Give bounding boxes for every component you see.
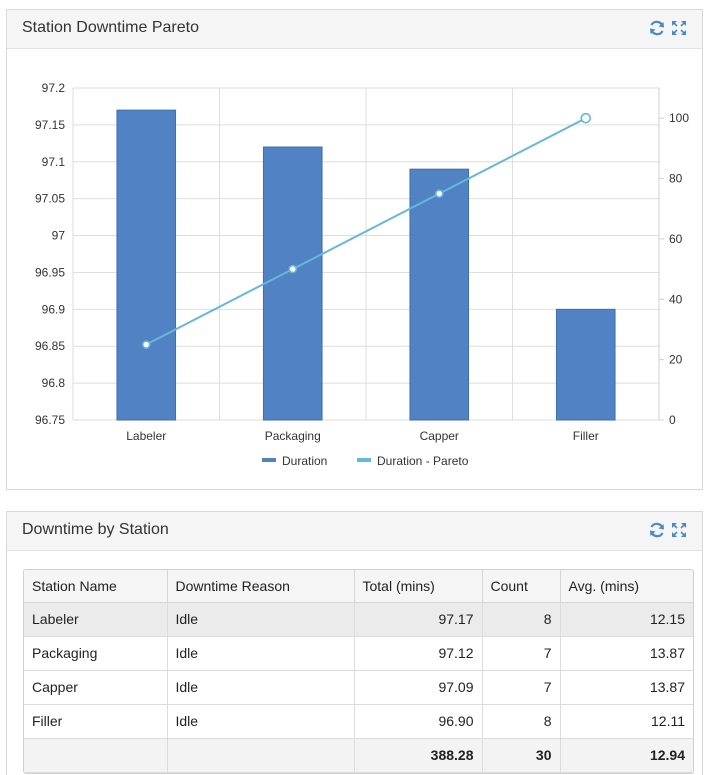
total-cell	[167, 738, 355, 773]
refresh-icon[interactable]	[648, 19, 666, 37]
table-cell: 97.12	[354, 636, 483, 671]
table-header-row: Station Name Downtime Reason Total (mins…	[24, 570, 693, 603]
downtime-table: Station Name Downtime Reason Total (mins…	[23, 569, 694, 774]
y-left-tick-label: 97.15	[35, 118, 65, 132]
table-row[interactable]: Capper Idle 97.09 7 13.87	[24, 670, 693, 705]
pareto-point[interactable]	[141, 340, 151, 349]
table-cell: 7	[482, 636, 561, 671]
table-row[interactable]: Filler Idle 96.90 8 12.11	[24, 704, 693, 739]
y-left-tick-label: 96.75	[35, 413, 65, 427]
y-right-tick-label: 40	[669, 292, 683, 306]
bar[interactable]	[262, 146, 323, 421]
bar[interactable]	[555, 308, 616, 421]
total-cell: 30	[482, 738, 561, 773]
table-cell: Idle	[167, 636, 355, 671]
y-left-tick-label: 96.95	[35, 265, 65, 279]
legend-swatch[interactable]	[262, 458, 276, 462]
table-panel-header: Downtime by Station	[7, 512, 702, 551]
bar[interactable]	[116, 109, 177, 421]
column-header[interactable]: Count	[482, 570, 561, 603]
column-header[interactable]: Station Name	[24, 570, 168, 603]
y-right-tick-label: 20	[669, 353, 683, 367]
column-header[interactable]: Downtime Reason	[167, 570, 355, 603]
pareto-line	[145, 117, 587, 346]
chart-panel-title: Station Downtime Pareto	[22, 19, 199, 36]
expand-icon[interactable]	[670, 19, 688, 37]
table-row[interactable]: Labeler Idle 97.17 8 12.15	[24, 602, 693, 637]
y-left-tick-label: 96.85	[35, 339, 65, 353]
table-cell: 13.87	[560, 670, 693, 705]
table-cell: Filler	[24, 704, 168, 739]
table-cell: Idle	[167, 670, 355, 705]
table-cell: Packaging	[24, 636, 168, 671]
y-right-tick-label: 100	[669, 111, 689, 125]
chart-panel-header: Station Downtime Pareto	[7, 10, 702, 49]
y-left-tick-label: 97.2	[42, 81, 66, 95]
table-cell: Labeler	[24, 602, 168, 637]
chart-panel: Station Downtime Pareto	[6, 9, 703, 490]
y-left-tick-label: 97.05	[35, 192, 65, 206]
x-tick-label: Capper	[420, 429, 459, 443]
pareto-point[interactable]	[288, 264, 298, 274]
chart-panel-tools	[648, 19, 688, 37]
y-right-tick-label: 0	[669, 413, 676, 427]
total-cell	[24, 738, 168, 773]
table-cell: 7	[482, 670, 561, 705]
y-left-tick-label: 97.1	[42, 155, 66, 169]
refresh-icon[interactable]	[648, 521, 666, 539]
column-header[interactable]: Total (mins)	[354, 570, 483, 603]
pareto-chart: 96.75 96.8 96.85 96.9 96.95 97 97.05 97.1 97.15 9…	[35, 81, 689, 468]
column-header[interactable]: Avg. (mins)	[560, 570, 693, 603]
y-left-tick-label: 96.8	[42, 376, 66, 390]
total-cell: 388.28	[354, 738, 483, 773]
table-cell: 97.17	[354, 602, 483, 637]
y-right-tick-label: 60	[669, 232, 683, 246]
y-left-tick-label: 97	[52, 229, 66, 243]
bar[interactable]	[409, 168, 470, 421]
table-cell: Idle	[167, 704, 355, 739]
x-tick-label: Filler	[573, 429, 599, 443]
legend-swatch[interactable]	[357, 458, 371, 462]
pareto-point[interactable]	[434, 189, 444, 198]
table-cell: 8	[482, 704, 561, 739]
table-panel-tools	[648, 521, 688, 539]
table-cell: 12.11	[560, 704, 693, 739]
x-tick-label: Labeler	[126, 429, 166, 443]
legend-label[interactable]: Duration	[282, 454, 327, 468]
table-cell: 97.09	[354, 670, 483, 705]
y-left-tick-label: 96.9	[42, 302, 66, 316]
x-tick-label: Packaging	[265, 429, 321, 443]
table-row[interactable]: Packaging Idle 97.12 7 13.87	[24, 636, 693, 671]
total-cell: 12.94	[560, 738, 693, 773]
expand-icon[interactable]	[670, 521, 688, 539]
table-panel-title: Downtime by Station	[22, 521, 169, 538]
table-total-row: 388.28 30 12.94	[24, 738, 693, 773]
table-cell: 8	[482, 602, 561, 637]
table-cell: 96.90	[354, 704, 483, 739]
table-cell: 13.87	[560, 636, 693, 671]
legend-label[interactable]: Duration - Pareto	[377, 454, 469, 468]
pareto-point[interactable]	[580, 112, 592, 124]
table-cell: 12.15	[560, 602, 693, 637]
y-right-tick-label: 80	[669, 172, 683, 186]
table-cell: Idle	[167, 602, 355, 637]
table-cell: Capper	[24, 670, 168, 705]
table-panel: Downtime by Station	[6, 511, 703, 775]
